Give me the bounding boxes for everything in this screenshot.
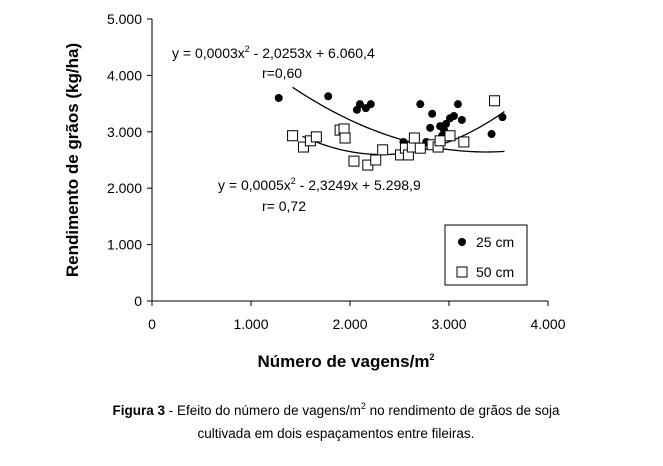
y-axis-title: Rendimento de grãos (kg/ha) <box>63 43 82 277</box>
y-tick-label: 4.000 <box>107 67 142 83</box>
caption-text: no rendimento de grãos de soja <box>366 403 560 418</box>
point <box>408 132 420 144</box>
point <box>498 113 507 122</box>
point <box>339 132 351 144</box>
point <box>377 144 389 156</box>
y-tick-label: 2.000 <box>107 180 142 196</box>
point <box>458 136 470 148</box>
point <box>426 123 435 132</box>
superscript: 2 <box>361 401 366 411</box>
superscript: 2 <box>429 352 434 362</box>
point <box>355 100 364 109</box>
r-label: r= 0,72 <box>262 198 306 214</box>
x-tick-label: 2.000 <box>332 316 367 332</box>
point <box>458 238 466 246</box>
x-tick-label: 4.000 <box>530 316 565 332</box>
point <box>428 109 437 118</box>
caption-label: Figura 3 <box>112 403 165 418</box>
legend-label: 50 cm <box>476 264 514 280</box>
superscript: 2 <box>291 176 296 186</box>
point <box>274 93 283 102</box>
point <box>453 100 462 109</box>
caption-text: - Efeito do número de vagens/m <box>165 403 361 418</box>
point <box>366 100 375 109</box>
equation-part: y = 0,0003x <box>172 45 245 61</box>
point <box>324 92 333 101</box>
x-axis-title-text: Número de vagens/m <box>258 352 430 371</box>
equation: y = 0,0003x2 - 2,0253x + 6.060,4 <box>172 44 375 61</box>
point <box>444 130 456 142</box>
legend-label: 25 cm <box>476 234 514 250</box>
point <box>338 123 350 135</box>
x-axis-title: Número de vagens/m2 <box>258 352 435 371</box>
caption: cultivada em dois espaçamentos entre fil… <box>198 426 475 441</box>
y-tick-label: 5.000 <box>107 11 142 27</box>
point <box>370 154 382 166</box>
equation-part: y = 0,0005x <box>218 177 291 193</box>
caption: Figura 3 - Efeito do número de vagens/m2… <box>112 401 560 418</box>
equation-part: - 2,0253x + 6.060,4 <box>250 45 375 61</box>
point <box>297 141 309 153</box>
point <box>442 119 451 128</box>
point <box>416 100 425 109</box>
y-tick-label: 1.000 <box>107 237 142 253</box>
point <box>449 112 458 121</box>
x-tick-label: 0 <box>148 316 156 332</box>
point <box>489 95 501 107</box>
equation: y = 0,0005x2 - 2,3249x + 5.298,9 <box>218 176 421 193</box>
point <box>487 130 496 139</box>
y-tick-label: 3.000 <box>107 124 142 140</box>
point <box>414 142 426 154</box>
point <box>287 130 299 142</box>
x-tick-label: 3.000 <box>431 316 466 332</box>
point <box>434 135 446 147</box>
equation-part: - 2,3249x + 5.298,9 <box>296 177 421 193</box>
y-tick-label: 0 <box>134 293 142 309</box>
trendline <box>292 86 505 153</box>
point <box>456 266 468 278</box>
r-label: r=0,60 <box>262 65 302 81</box>
x-tick-label: 1.000 <box>233 316 268 332</box>
superscript: 2 <box>245 44 250 54</box>
point <box>348 155 360 167</box>
point <box>457 115 466 124</box>
point <box>310 131 322 143</box>
